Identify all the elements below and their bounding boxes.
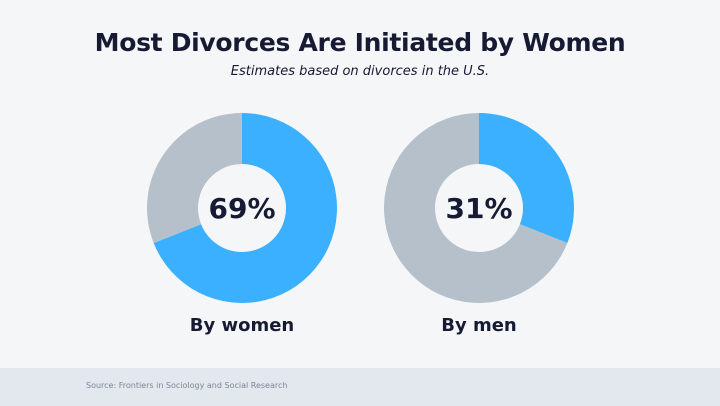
donut-label-women: By women — [189, 315, 295, 336]
donut-label-men: By men — [441, 315, 517, 336]
footer: Source: Frontiers in Sociology and Socia… — [0, 368, 720, 406]
donut-slice-by-women — [153, 113, 337, 304]
donut-center-value: 69% — [208, 192, 275, 225]
donut-slice-other — [147, 113, 242, 243]
donut-slice-by-men — [479, 113, 575, 243]
chart-subtitle: Estimates based on divorces in the U.S. — [230, 64, 490, 79]
donut-slice-other — [384, 113, 568, 303]
donut-center-value: 31% — [445, 192, 512, 225]
chart-title: Most Divorces Are Initiated by Women — [94, 28, 626, 57]
source-note: Source: Frontiers in Sociology and Socia… — [86, 381, 288, 390]
